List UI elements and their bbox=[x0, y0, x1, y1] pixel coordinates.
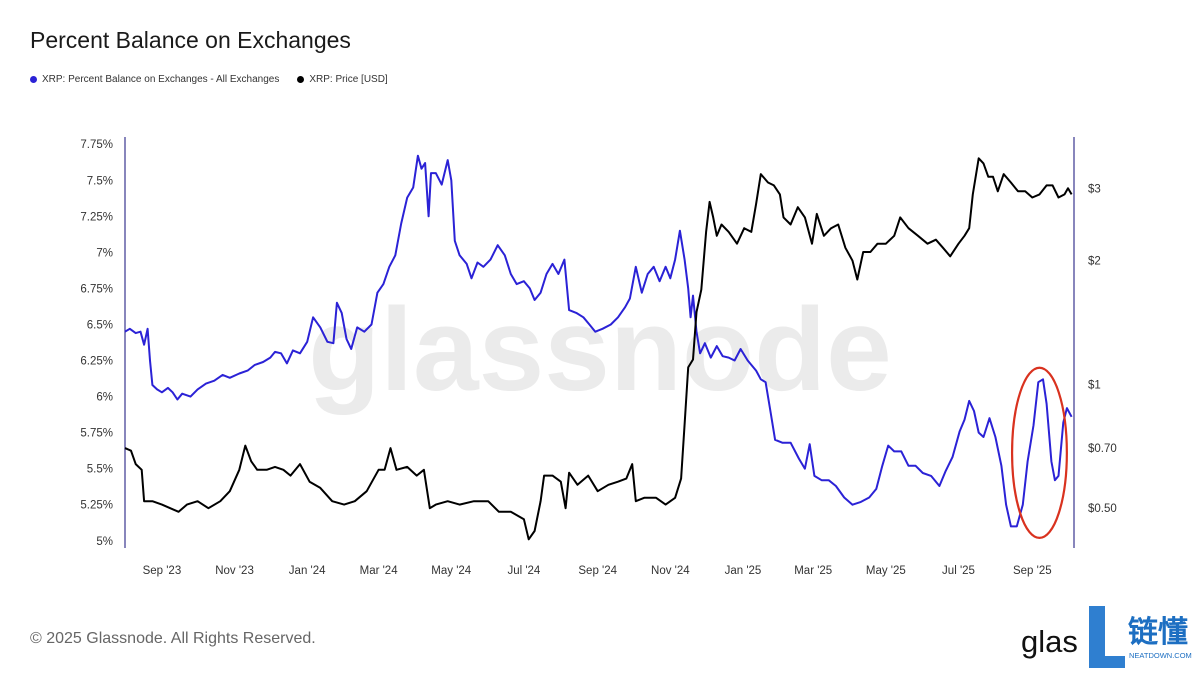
legend-dot-price bbox=[297, 76, 305, 83]
y-left-tick-label: 7.5% bbox=[87, 175, 113, 187]
logo-text: glas bbox=[1021, 624, 1078, 659]
highlight-ellipse bbox=[1010, 366, 1068, 540]
x-tick-label: May '25 bbox=[866, 565, 906, 577]
x-tick-label: Sep '23 bbox=[143, 565, 182, 577]
y-left-tick-label: 6.5% bbox=[87, 319, 113, 331]
x-tick-label: Sep '25 bbox=[1013, 565, 1052, 577]
y-left-tick-label: 5.75% bbox=[80, 428, 113, 440]
legend-label-price: XRP: Price [USD] bbox=[309, 74, 388, 85]
y-left-tick-label: 5.25% bbox=[80, 500, 113, 512]
y-left-tick-label: 7.75% bbox=[80, 139, 113, 151]
x-tick-label: May '24 bbox=[431, 565, 472, 577]
legend-dot-balance bbox=[30, 76, 37, 83]
y-right-tick-label: $0.70 bbox=[1088, 443, 1117, 455]
x-tick-label: Nov '23 bbox=[215, 565, 254, 577]
y-right-tick-label: $3 bbox=[1088, 183, 1101, 195]
copyright-text: © 2025 Glassnode. All Rights Reserved. bbox=[30, 630, 316, 647]
watermark: glassnode bbox=[308, 284, 892, 416]
x-tick-label: Jan '25 bbox=[725, 565, 762, 577]
y-left-tick-label: 5.5% bbox=[87, 464, 113, 476]
y-left-tick-label: 6.25% bbox=[80, 356, 113, 368]
page-title: Percent Balance on Exchanges bbox=[30, 27, 351, 53]
y-left-tick-label: 6.75% bbox=[80, 283, 113, 295]
legend-label-balance: XRP: Percent Balance on Exchanges - All … bbox=[42, 74, 280, 85]
y-left-tick-label: 6% bbox=[96, 392, 113, 404]
legend-item-price[interactable]: XRP: Price [USD] bbox=[297, 74, 388, 85]
y-left-tick-label: 7% bbox=[96, 247, 113, 259]
logo-l-mark bbox=[1089, 606, 1125, 668]
x-tick-label: Jul '24 bbox=[507, 565, 540, 577]
y-right-tick-label: $0.50 bbox=[1088, 503, 1117, 515]
x-tick-label: Sep '24 bbox=[578, 565, 617, 577]
x-tick-label: Mar '25 bbox=[794, 565, 832, 577]
x-tick-label: Jan '24 bbox=[289, 565, 326, 577]
y-right-tick-label: $2 bbox=[1088, 256, 1101, 268]
glassnode-logo: glas 链懂 NEATDOWN.COM bbox=[1021, 606, 1192, 668]
series-line-balance bbox=[124, 154, 1073, 528]
y-right-tick-label: $1 bbox=[1088, 379, 1101, 391]
y-left-tick-label: 5% bbox=[96, 536, 113, 548]
logo-sub-text: NEATDOWN.COM bbox=[1129, 651, 1192, 660]
logo-cjk-text: 链懂 bbox=[1128, 615, 1188, 650]
x-tick-label: Jul '25 bbox=[942, 565, 975, 577]
legend: XRP: Percent Balance on Exchanges - All … bbox=[30, 74, 388, 85]
series-line-price bbox=[124, 157, 1073, 541]
legend-item-balance[interactable]: XRP: Percent Balance on Exchanges - All … bbox=[30, 74, 279, 85]
x-tick-label: Nov '24 bbox=[651, 565, 690, 577]
y-left-tick-label: 7.25% bbox=[80, 211, 113, 223]
x-tick-label: Mar '24 bbox=[360, 565, 399, 577]
